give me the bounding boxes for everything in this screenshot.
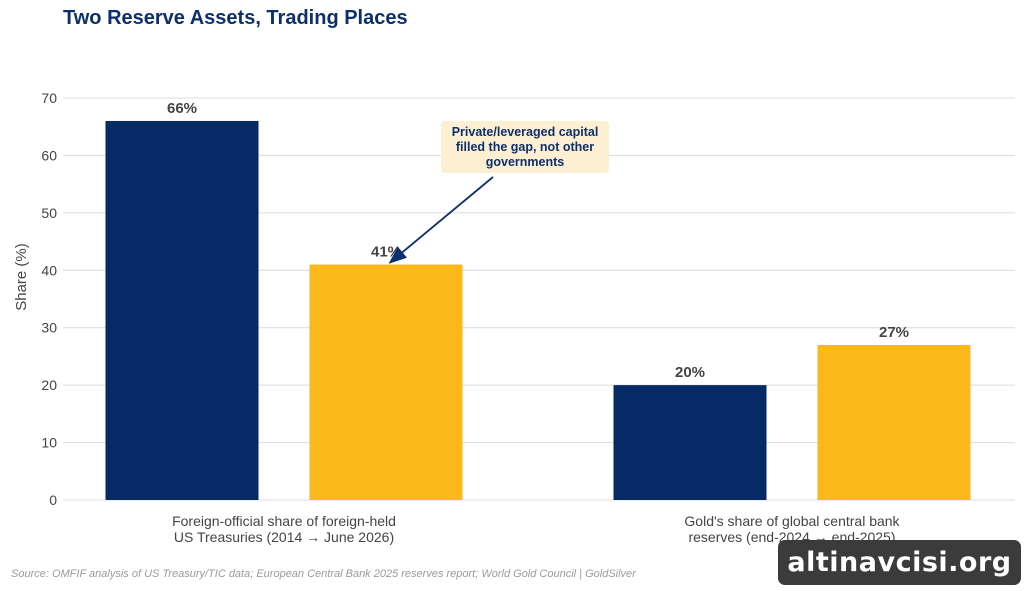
annotation-text: Private/leveraged capital filled the gap… — [451, 125, 599, 169]
y-tick-label: 20 — [41, 377, 57, 393]
chart-title: Two Reserve Assets, Trading Places — [63, 7, 408, 29]
bar-gold-0 — [309, 264, 463, 500]
y-tick-label: 0 — [49, 492, 57, 508]
annotation-box — [441, 121, 609, 173]
bar-value-label: 27% — [879, 324, 909, 341]
watermark: altinavcisi.org — [778, 540, 1021, 585]
bar-value-label: 66% — [167, 100, 197, 117]
bar-value-label: 20% — [675, 364, 705, 381]
x-category-label: Gold's share of global central bank — [684, 513, 900, 529]
y-tick-label: 10 — [41, 435, 57, 451]
y-axis-label: Share (%) — [13, 243, 30, 311]
bar-gold-1 — [817, 344, 971, 500]
bar-navy-1 — [613, 385, 767, 500]
y-tick-label: 40 — [41, 262, 57, 278]
y-tick-label: 30 — [41, 320, 57, 336]
bar-navy-0 — [105, 120, 259, 500]
annotation-arrow — [388, 176, 494, 264]
y-tick-label: 50 — [41, 205, 57, 221]
source-note: Source: OMFIF analysis of US Treasury/TI… — [11, 568, 636, 580]
y-tick-label: 70 — [41, 90, 57, 106]
y-tick-label: 60 — [41, 147, 57, 163]
x-category-label: US Treasuries (2014 → June 2026) — [174, 529, 394, 545]
x-category-label: Foreign-official share of foreign-held — [172, 513, 396, 529]
